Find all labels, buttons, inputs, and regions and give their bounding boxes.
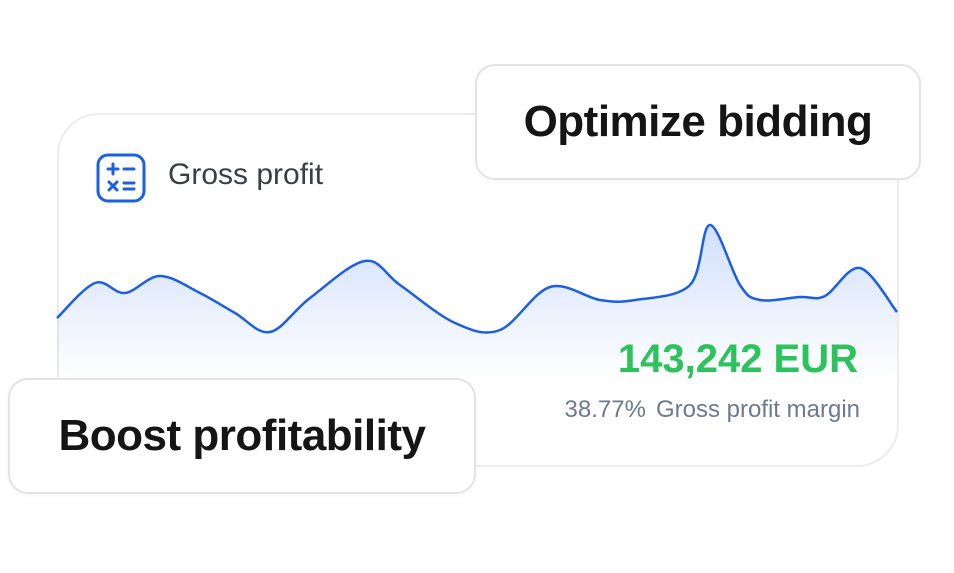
badge: Boost profitability — [8, 378, 476, 494]
card-value: 143,242 EUR — [617, 337, 858, 381]
margin-label: Gross profit margin — [655, 396, 860, 423]
margin-value: 38.77% — [564, 396, 646, 423]
margin-line: 38.77% Gross profit margin — [565, 396, 860, 424]
calculator-icon — [96, 153, 146, 203]
sparkline-area — [57, 225, 897, 380]
card-label: Gross profit — [168, 158, 324, 191]
badge: Optimize bidding — [475, 64, 921, 180]
sparkline-line — [56, 223, 898, 334]
